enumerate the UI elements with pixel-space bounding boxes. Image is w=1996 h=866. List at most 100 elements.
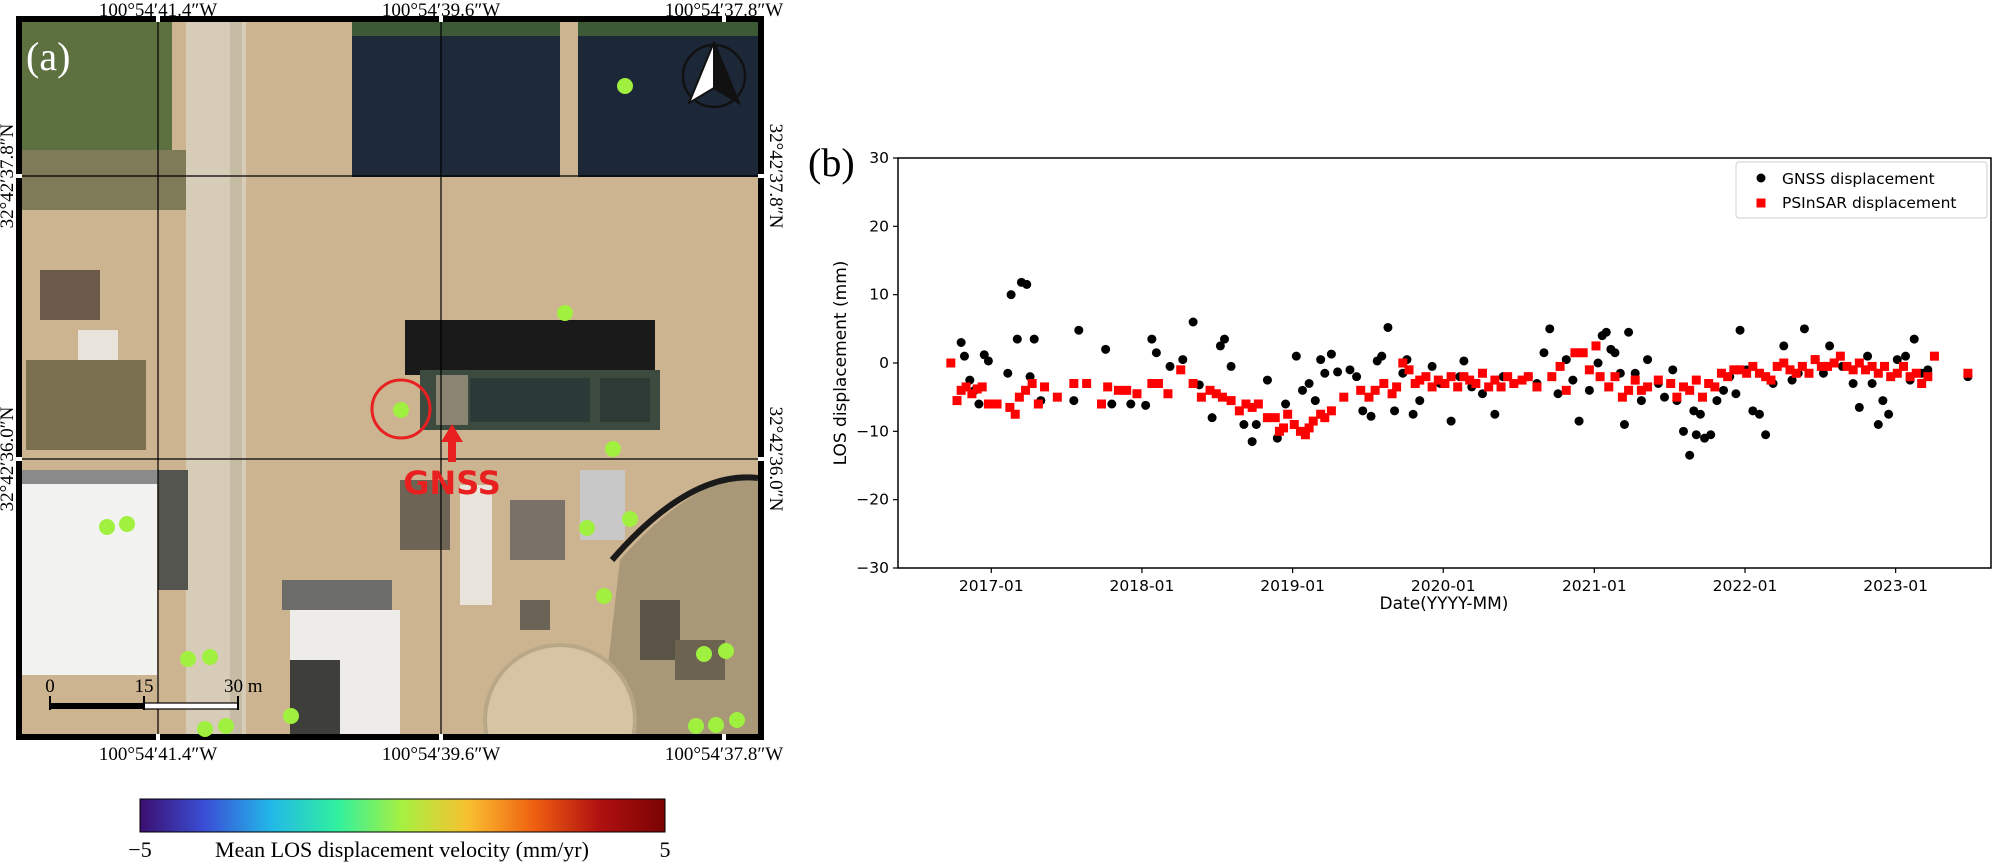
lat-tick-right-2: 32°42′36.0″N xyxy=(765,407,786,512)
psinsar-point xyxy=(1854,358,1864,368)
psinsar-point xyxy=(1440,379,1450,388)
gnss-point xyxy=(1219,334,1229,344)
gnss-point xyxy=(1141,400,1151,410)
scale-label-end: 30 m xyxy=(224,676,263,697)
psinsar-point xyxy=(1772,361,1782,371)
psinsar-point xyxy=(1027,379,1037,388)
x-tick-label: 2018-01 xyxy=(1110,577,1175,595)
gnss-point xyxy=(1712,396,1722,406)
gnss-point xyxy=(1459,356,1469,366)
gnss-point xyxy=(1074,325,1084,335)
gnss-point xyxy=(1584,385,1594,395)
gnss-point xyxy=(1619,420,1629,429)
psinsar-point xyxy=(1392,382,1402,392)
psinsar-point xyxy=(1561,385,1571,395)
gnss-point xyxy=(1818,368,1828,378)
psinsar-point xyxy=(1496,382,1506,392)
psinsar-point xyxy=(1779,358,1789,368)
psinsar-point xyxy=(1829,358,1839,368)
psinsar-point xyxy=(1685,385,1695,395)
gnss-point xyxy=(1215,341,1225,351)
psinsar-point xyxy=(1253,399,1263,409)
psinsar-point xyxy=(1021,385,1031,395)
psinsar-point xyxy=(1704,379,1714,388)
gnss-point xyxy=(1779,341,1789,351)
psinsar-point xyxy=(1503,372,1513,382)
gnss-point xyxy=(1281,399,1291,409)
x-tick-label: 2019-01 xyxy=(1260,577,1325,595)
gnss-point xyxy=(1685,450,1695,460)
gnss-point xyxy=(1147,334,1157,344)
gnss-point xyxy=(1107,399,1117,409)
psinsar-point xyxy=(1595,372,1605,382)
gnss-point xyxy=(1415,396,1425,406)
psinsar-point xyxy=(1279,423,1289,433)
psinsar-point xyxy=(1523,372,1533,382)
gnss-point xyxy=(1333,367,1343,377)
gnss-point xyxy=(1754,409,1764,419)
psinsar-point xyxy=(1410,379,1420,388)
psinsar-point xyxy=(1643,382,1653,392)
gnss-point xyxy=(1304,379,1314,388)
gnss-point xyxy=(1358,406,1368,416)
psinsar-point xyxy=(1861,365,1871,375)
psinsar-point xyxy=(1188,379,1198,388)
psinsar-point xyxy=(1484,382,1494,392)
gnss-point xyxy=(1901,351,1911,361)
psinsar-point xyxy=(1404,365,1414,375)
psinsar-point xyxy=(1842,361,1852,371)
psinsar-point xyxy=(1880,361,1890,371)
panel-label-a: (a) xyxy=(26,34,70,79)
psinsar-point xyxy=(1848,365,1858,375)
psinsar-point xyxy=(1459,372,1469,382)
ps-point xyxy=(622,511,638,527)
psinsar-point xyxy=(1320,413,1330,423)
psinsar-point xyxy=(1584,365,1594,375)
x-tick-label: 2023-01 xyxy=(1863,577,1928,595)
psinsar-point xyxy=(1742,368,1752,378)
north-arrow-icon xyxy=(681,41,747,109)
colorbar-title: Mean LOS displacement velocity (mm/yr) xyxy=(215,837,589,862)
gnss-point xyxy=(1207,413,1217,423)
gnss-point xyxy=(1251,420,1261,429)
psinsar-point xyxy=(1010,409,1020,419)
psinsar-point xyxy=(1816,361,1826,371)
psinsar-point xyxy=(1729,365,1739,375)
ps-point xyxy=(99,519,115,535)
psinsar-point xyxy=(1033,399,1043,409)
colorbar-min-label: −5 xyxy=(128,837,151,862)
ps-point xyxy=(696,646,712,662)
psinsar-point xyxy=(1379,379,1389,388)
gnss-point xyxy=(1863,351,1873,361)
psinsar-point xyxy=(1835,351,1845,361)
gnss-point xyxy=(1825,341,1835,351)
psinsar-point xyxy=(952,396,962,406)
chart-panel: (b) −30 −20 −10 0 10 20 30 2017-01 2018-01 2019-… xyxy=(808,140,1992,614)
psinsar-point xyxy=(956,385,966,395)
psinsar-point xyxy=(1217,392,1227,402)
psinsar-point xyxy=(1113,385,1123,395)
map-frame-ticks xyxy=(16,16,764,740)
scale-label-mid: 15 xyxy=(135,676,154,697)
gnss-point xyxy=(1291,351,1301,361)
y-tick-label: 10 xyxy=(869,286,889,304)
psinsar-point xyxy=(967,389,977,399)
psinsar-point xyxy=(1691,375,1701,385)
gnss-point xyxy=(1446,416,1456,426)
psinsar-point xyxy=(1604,382,1614,392)
psinsar-point xyxy=(1867,361,1877,371)
psinsar-point xyxy=(1205,385,1215,395)
psinsar-point xyxy=(1766,375,1776,385)
psinsar-point xyxy=(1421,372,1431,382)
psinsar-point xyxy=(1339,392,1349,402)
gnss-point xyxy=(1787,375,1797,385)
x-tick-label: 2020-01 xyxy=(1411,577,1476,595)
psinsar-point xyxy=(992,399,1002,409)
psinsar-point xyxy=(1761,372,1771,382)
gnss-point xyxy=(1892,355,1902,365)
satellite-image xyxy=(22,22,758,734)
psinsar-point xyxy=(1716,368,1726,378)
gnss-point xyxy=(1884,409,1894,419)
lon-tick-bottom-2: 100°54′39.6″W xyxy=(382,744,500,765)
psinsar-point xyxy=(1873,368,1883,378)
